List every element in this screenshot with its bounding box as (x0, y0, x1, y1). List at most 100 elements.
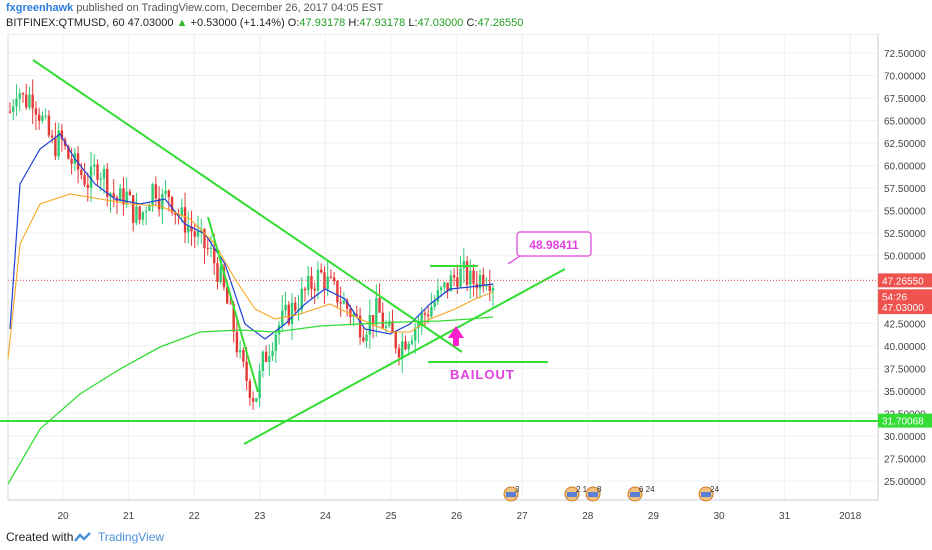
event-flag-icon (630, 492, 640, 497)
candle-body (238, 350, 242, 353)
candle-body (106, 168, 109, 197)
candle-body (358, 315, 362, 338)
tradingview-logo-icon (74, 532, 91, 542)
price-tag-label: 31.70068 (882, 417, 924, 428)
candle-body (57, 130, 60, 157)
candle-body (229, 303, 232, 305)
x-tick-label: 29 (648, 511, 660, 522)
chart-area[interactable]: 25.0000027.5000030.0000032.5000035.00000… (0, 33, 932, 524)
y-tick-label: 62.50000 (884, 139, 926, 150)
price-annotation-pointer (507, 255, 521, 265)
drop-trend-line (207, 216, 259, 393)
candle-body (439, 287, 443, 291)
footer: Created with TradingView (0, 524, 932, 550)
chart-header: fxgreenhawk published on TradingView.com… (0, 0, 932, 34)
candle-body (274, 334, 278, 351)
close-label: C: (466, 17, 478, 29)
candle-body (144, 211, 148, 213)
candle-body (125, 191, 128, 205)
candle-body (193, 231, 196, 237)
candle-body (47, 115, 51, 136)
candle-body (170, 197, 174, 213)
candle-body (443, 282, 446, 288)
y-tick-label: 35.00000 (884, 387, 926, 398)
candle-body (410, 340, 414, 344)
candle-body (485, 285, 488, 287)
candle-body (251, 398, 255, 402)
candle-body (242, 350, 245, 362)
y-tick-label: 70.00000 (884, 72, 926, 83)
candle-body (378, 298, 381, 313)
candle-body (232, 303, 235, 332)
candle-body (34, 108, 38, 115)
y-tick-label: 60.00000 (884, 162, 926, 173)
candle-body (313, 288, 316, 291)
candle-body (362, 337, 365, 342)
author-link[interactable]: fxgreenhawk (6, 2, 74, 14)
candle-body (462, 261, 466, 269)
up-arrow-icon (448, 326, 464, 346)
candle-body (67, 146, 70, 159)
y-tick-label: 57.50000 (884, 184, 926, 195)
candle-body (248, 380, 252, 399)
candle-body (336, 280, 339, 303)
candle-body (18, 93, 21, 99)
price-tag (878, 273, 932, 288)
x-tick-label: 2018 (839, 511, 862, 522)
price-tag-label: 54:26 (882, 292, 907, 303)
candle-body (261, 351, 265, 371)
y-tick-label: 55.00000 (884, 207, 926, 218)
candle-body (342, 300, 346, 304)
candle-body (391, 321, 394, 333)
candle-body (465, 261, 469, 285)
candle-body (138, 206, 141, 220)
candle-body (60, 130, 64, 140)
x-tick-label: 28 (582, 511, 594, 522)
candle-body (326, 276, 329, 290)
ma-fast-line (9, 133, 494, 340)
price-tag-label: 47.03000 (882, 303, 924, 314)
candle-body (446, 282, 449, 292)
candle-body (268, 356, 271, 362)
candle-body (93, 164, 96, 167)
candle-body (404, 341, 407, 350)
publish-line: fxgreenhawk published on TradingView.com… (6, 2, 383, 14)
candle-body (436, 290, 440, 302)
symbol-label[interactable]: BITFINEX:QTMUSD, 60 (6, 17, 125, 29)
candle-body (28, 94, 31, 108)
event-flag-icon (506, 492, 516, 497)
price-tag (878, 289, 932, 304)
y-tick-label: 42.50000 (884, 319, 926, 330)
candle-body (112, 193, 115, 198)
candle-body (76, 153, 80, 170)
x-tick-label: 31 (779, 511, 791, 522)
y-tick-label: 37.50000 (884, 364, 926, 375)
candle-body (371, 314, 375, 325)
candle-body (25, 94, 28, 108)
candle-body (180, 207, 184, 216)
candle-body (128, 191, 132, 196)
candle-body (99, 178, 102, 180)
candle-body (420, 313, 423, 323)
candle-body (394, 332, 397, 349)
candle-body (119, 188, 122, 202)
tradingview-brand[interactable]: TradingView (98, 530, 165, 544)
candle-body (225, 287, 229, 304)
candle-body (417, 322, 420, 329)
y-tick-label: 65.00000 (884, 117, 926, 128)
price-chart[interactable]: 25.0000027.5000030.0000032.5000035.00000… (0, 33, 932, 524)
candle-body (190, 226, 193, 232)
candle-body (300, 288, 303, 310)
y-tick-label: 40.00000 (884, 342, 926, 353)
candle-body (271, 350, 274, 357)
candle-body (397, 348, 401, 358)
candle-body (287, 304, 290, 324)
x-tick-label: 23 (254, 511, 266, 522)
candle-body (401, 341, 404, 358)
price-change: +0.53000 (+1.14%) (190, 17, 285, 29)
y-tick-label: 25.00000 (884, 477, 926, 488)
price-tag-label: 47.26550 (882, 276, 924, 287)
candle-body (15, 98, 18, 107)
candle-body (157, 198, 161, 210)
candle-body (349, 308, 352, 317)
